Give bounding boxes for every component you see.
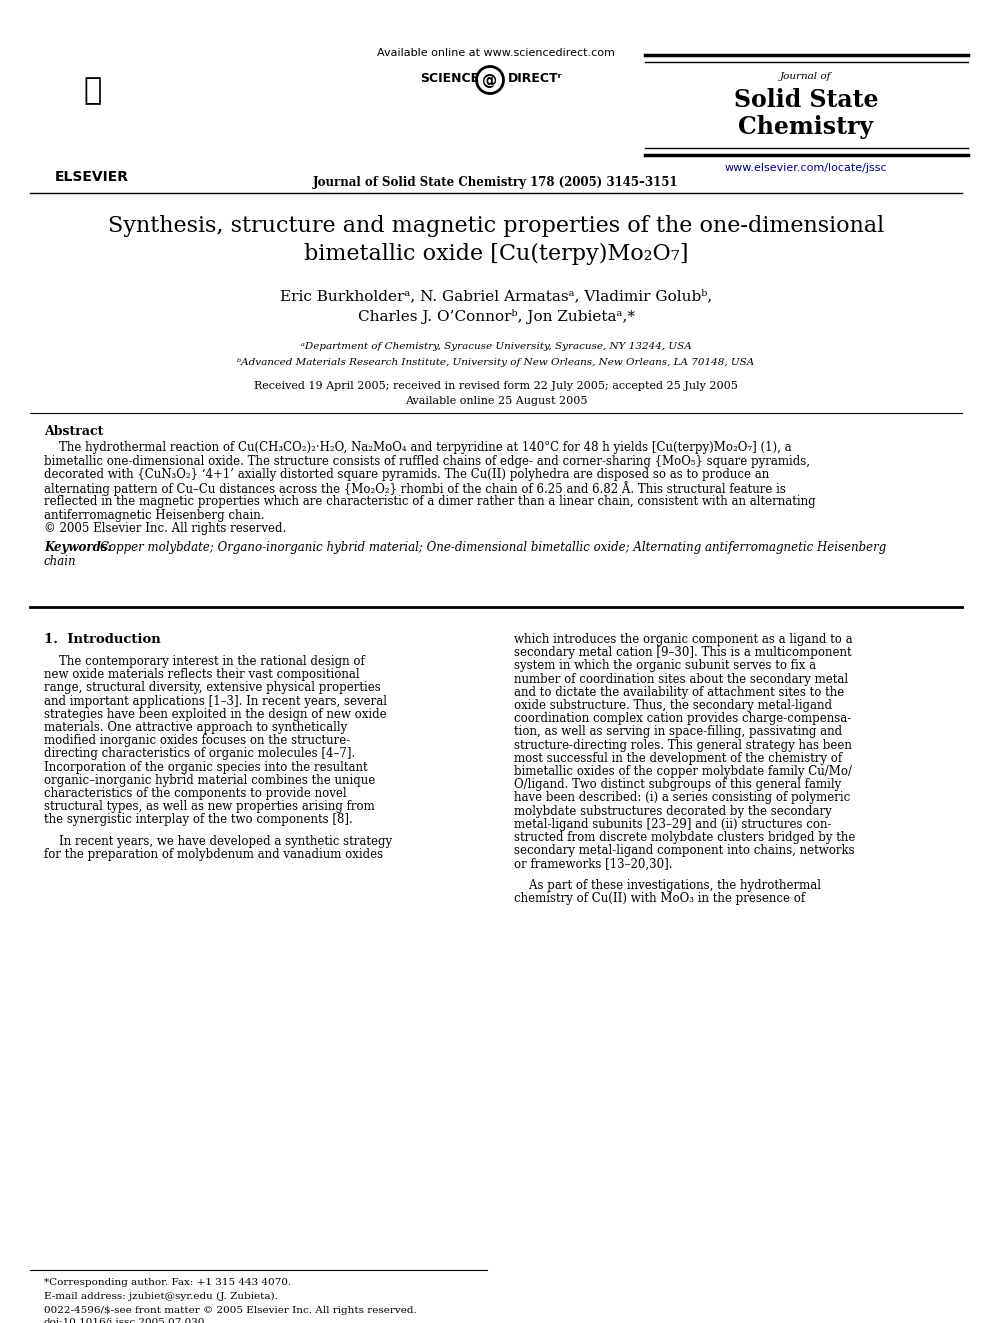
Text: Incorporation of the organic species into the resultant: Incorporation of the organic species int…	[44, 761, 368, 774]
Text: alternating pattern of Cu–Cu distances across the {Mo₂O₂} rhombi of the chain of: alternating pattern of Cu–Cu distances a…	[44, 482, 786, 496]
Text: oxide substructure. Thus, the secondary metal-ligand: oxide substructure. Thus, the secondary …	[514, 699, 832, 712]
Text: bimetallic oxides of the copper molybdate family Cu/Mo/: bimetallic oxides of the copper molybdat…	[514, 765, 852, 778]
Text: chemistry of Cu(II) with MoO₃ in the presence of: chemistry of Cu(II) with MoO₃ in the pre…	[514, 892, 806, 905]
Text: structure-directing roles. This general strategy has been: structure-directing roles. This general …	[514, 738, 852, 751]
Text: Eric Burkholderᵃ, N. Gabriel Armatasᵃ, Vladimir Golubᵇ,: Eric Burkholderᵃ, N. Gabriel Armatasᵃ, V…	[280, 288, 712, 303]
Text: modified inorganic oxides focuses on the structure-: modified inorganic oxides focuses on the…	[44, 734, 350, 747]
Text: chain: chain	[44, 556, 76, 568]
Text: decorated with {CuN₃O₂} ‘4+1’ axially distorted square pyramids. The Cu(II) poly: decorated with {CuN₃O₂} ‘4+1’ axially di…	[44, 468, 769, 482]
Text: bimetallic one-dimensional oxide. The structure consists of ruffled chains of ed: bimetallic one-dimensional oxide. The st…	[44, 455, 810, 467]
Text: most successful in the development of the chemistry of: most successful in the development of th…	[514, 751, 842, 765]
Text: doi:10.1016/j.jssc.2005.07.030: doi:10.1016/j.jssc.2005.07.030	[44, 1318, 205, 1323]
Text: new oxide materials reflects their vast compositional: new oxide materials reflects their vast …	[44, 668, 360, 681]
Text: bimetallic oxide [Cu(terpy)Mo₂O₇]: bimetallic oxide [Cu(terpy)Mo₂O₇]	[304, 243, 688, 265]
Text: In recent years, we have developed a synthetic strategy: In recent years, we have developed a syn…	[44, 835, 392, 848]
Text: secondary metal cation [9–30]. This is a multicomponent: secondary metal cation [9–30]. This is a…	[514, 646, 851, 659]
Text: 🌲: 🌲	[83, 77, 101, 106]
Text: and important applications [1–3]. In recent years, several: and important applications [1–3]. In rec…	[44, 695, 387, 708]
Text: As part of these investigations, the hydrothermal: As part of these investigations, the hyd…	[514, 878, 821, 892]
Text: structed from discrete molybdate clusters bridged by the: structed from discrete molybdate cluster…	[514, 831, 855, 844]
Text: Journal of: Journal of	[781, 71, 831, 81]
Text: structural types, as well as new properties arising from: structural types, as well as new propert…	[44, 800, 375, 814]
Text: which introduces the organic component as a ligand to a: which introduces the organic component a…	[514, 632, 853, 646]
Text: ᵇAdvanced Materials Research Institute, University of New Orleans, New Orleans, : ᵇAdvanced Materials Research Institute, …	[237, 359, 755, 366]
Text: coordination complex cation provides charge-compensa-: coordination complex cation provides cha…	[514, 712, 851, 725]
Text: Received 19 April 2005; received in revised form 22 July 2005; accepted 25 July : Received 19 April 2005; received in revi…	[254, 381, 738, 392]
Text: number of coordination sites about the secondary metal: number of coordination sites about the s…	[514, 672, 848, 685]
Text: range, structural diversity, extensive physical properties: range, structural diversity, extensive p…	[44, 681, 381, 695]
Text: ᵃDepartment of Chemistry, Syracuse University, Syracuse, NY 13244, USA: ᵃDepartment of Chemistry, Syracuse Unive…	[301, 343, 691, 351]
Text: strategies have been exploited in the design of new oxide: strategies have been exploited in the de…	[44, 708, 387, 721]
Text: system in which the organic subunit serves to fix a: system in which the organic subunit serv…	[514, 659, 816, 672]
Text: Chemistry: Chemistry	[738, 115, 874, 139]
Text: antiferromagnetic Heisenberg chain.: antiferromagnetic Heisenberg chain.	[44, 508, 265, 521]
Text: The contemporary interest in the rational design of: The contemporary interest in the rationa…	[44, 655, 365, 668]
Text: secondary metal-ligand component into chains, networks: secondary metal-ligand component into ch…	[514, 844, 855, 857]
Text: and to dictate the availability of attachment sites to the: and to dictate the availability of attac…	[514, 685, 844, 699]
Text: the synergistic interplay of the two components [8].: the synergistic interplay of the two com…	[44, 814, 353, 827]
Text: Available online 25 August 2005: Available online 25 August 2005	[405, 396, 587, 406]
Text: or frameworks [13–20,30].: or frameworks [13–20,30].	[514, 857, 673, 871]
Text: directing characteristics of organic molecules [4–7].: directing characteristics of organic mol…	[44, 747, 355, 761]
Text: for the preparation of molybdenum and vanadium oxides: for the preparation of molybdenum and va…	[44, 848, 383, 861]
Text: Keywords:: Keywords:	[44, 541, 112, 554]
Text: ELSEVIER: ELSEVIER	[55, 169, 129, 184]
Text: DIRECTʳ: DIRECTʳ	[508, 71, 562, 85]
Text: have been described: (i) a series consisting of polymeric: have been described: (i) a series consis…	[514, 791, 850, 804]
Text: Available online at www.sciencedirect.com: Available online at www.sciencedirect.co…	[377, 48, 615, 58]
Text: metal-ligand subunits [23–29] and (ii) structures con-: metal-ligand subunits [23–29] and (ii) s…	[514, 818, 831, 831]
Text: molybdate substructures decorated by the secondary: molybdate substructures decorated by the…	[514, 804, 831, 818]
Text: characteristics of the components to provide novel: characteristics of the components to pro…	[44, 787, 346, 800]
Text: 0022-4596/$-see front matter © 2005 Elsevier Inc. All rights reserved.: 0022-4596/$-see front matter © 2005 Else…	[44, 1306, 417, 1315]
Text: SCIENCE: SCIENCE	[420, 71, 479, 85]
Text: tion, as well as serving in space-filling, passivating and: tion, as well as serving in space-fillin…	[514, 725, 842, 738]
Text: 1.  Introduction: 1. Introduction	[44, 632, 161, 646]
Text: The hydrothermal reaction of Cu(CH₃CO₂)₂·H₂O, Na₂MoO₄ and terpyridine at 140°C f: The hydrothermal reaction of Cu(CH₃CO₂)₂…	[44, 441, 792, 454]
Text: © 2005 Elsevier Inc. All rights reserved.: © 2005 Elsevier Inc. All rights reserved…	[44, 523, 287, 534]
Text: materials. One attractive approach to synthetically: materials. One attractive approach to sy…	[44, 721, 347, 734]
Text: reflected in the magnetic properties which are characteristic of a dimer rather : reflected in the magnetic properties whi…	[44, 495, 815, 508]
Text: @: @	[482, 73, 498, 87]
Text: Copper molybdate; Organo-inorganic hybrid material; One-dimensional bimetallic o: Copper molybdate; Organo-inorganic hybri…	[100, 541, 886, 554]
Text: E-mail address: jzubiet@syr.edu (J. Zubieta).: E-mail address: jzubiet@syr.edu (J. Zubi…	[44, 1293, 278, 1301]
Text: Charles J. O’Connorᵇ, Jon Zubietaᵃ,*: Charles J. O’Connorᵇ, Jon Zubietaᵃ,*	[357, 310, 635, 324]
Text: Journal of Solid State Chemistry 178 (2005) 3145–3151: Journal of Solid State Chemistry 178 (20…	[313, 176, 679, 189]
Text: www.elsevier.com/locate/jssc: www.elsevier.com/locate/jssc	[725, 163, 887, 173]
Text: O/ligand. Two distinct subgroups of this general family: O/ligand. Two distinct subgroups of this…	[514, 778, 841, 791]
Text: Synthesis, structure and magnetic properties of the one-dimensional: Synthesis, structure and magnetic proper…	[108, 216, 884, 237]
Text: Solid State: Solid State	[734, 89, 878, 112]
Text: Abstract: Abstract	[44, 425, 103, 438]
Text: *Corresponding author. Fax: +1 315 443 4070.: *Corresponding author. Fax: +1 315 443 4…	[44, 1278, 292, 1287]
Text: organic–inorganic hybrid material combines the unique: organic–inorganic hybrid material combin…	[44, 774, 375, 787]
